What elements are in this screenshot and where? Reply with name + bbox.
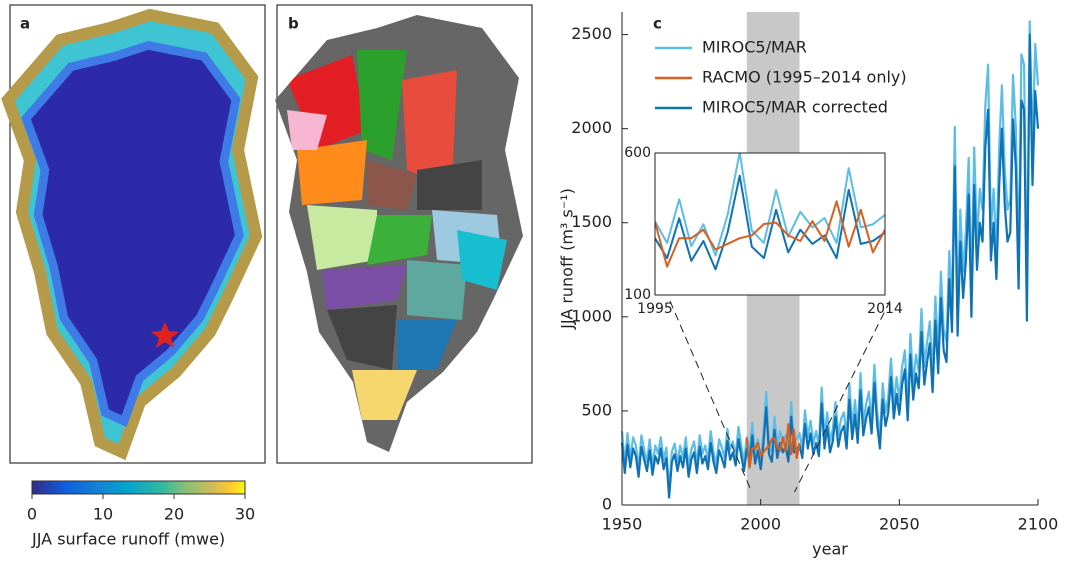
connector xyxy=(669,300,753,493)
inset-y-tick-label: 600 xyxy=(624,145,651,161)
inset-x-tick-label: 1995 xyxy=(637,301,673,317)
x-tick-label: 2000 xyxy=(740,515,781,534)
colorbar-tick-label: 10 xyxy=(93,505,113,524)
colorbar-tick-label: 30 xyxy=(235,505,255,524)
line-chart: 0 500 1000 1500 2000 2500 1950 2000 2050 2100 year… xyxy=(558,12,1059,559)
y-tick-label: 0 xyxy=(602,495,612,514)
series-line xyxy=(620,20,1040,493)
colorbar-tick-label: 20 xyxy=(164,505,184,524)
series-line xyxy=(620,33,1040,499)
map-a xyxy=(8,4,266,464)
series-line xyxy=(655,153,885,257)
x-tick-label: 2050 xyxy=(879,515,920,534)
colorbar-ticks: 0 10 20 30 xyxy=(27,494,255,524)
y-axis-label: JJA runoff (m³ s⁻¹) xyxy=(558,188,577,330)
colorbar-label: JJA surface runoff (mwe) xyxy=(31,530,225,549)
inset-lines xyxy=(655,153,885,271)
star xyxy=(151,322,179,348)
legend-label: RACMO (1995–2014 only) xyxy=(702,68,907,87)
connector xyxy=(794,300,891,493)
x-tick-label: 1950 xyxy=(602,515,643,534)
panel-label: c xyxy=(653,15,662,33)
series-line xyxy=(745,423,801,469)
legend-label: MIROC5/MAR xyxy=(702,38,807,57)
colorbar xyxy=(31,480,246,495)
map-b xyxy=(275,4,533,464)
y-tick-label: 500 xyxy=(581,400,612,419)
inset-y-tick-label: 100 xyxy=(624,287,651,303)
y-tick-label: 2000 xyxy=(571,118,612,137)
y-tick-label: 1000 xyxy=(571,306,612,325)
inset-x-tick-label: 2014 xyxy=(867,301,903,317)
y-tick-label: 2500 xyxy=(571,24,612,43)
series-line xyxy=(655,200,885,268)
legend-label: MIROC5/MAR corrected xyxy=(702,98,888,117)
x-axis-label: year xyxy=(812,540,848,559)
colorbar-tick-label: 0 xyxy=(27,505,37,524)
inset-frame xyxy=(654,152,886,296)
x-tick-label: 2100 xyxy=(1018,515,1059,534)
panel-label: a xyxy=(20,15,30,33)
series-line xyxy=(655,174,885,271)
y-tick-label: 1500 xyxy=(571,212,612,231)
panel-label: b xyxy=(288,15,299,33)
